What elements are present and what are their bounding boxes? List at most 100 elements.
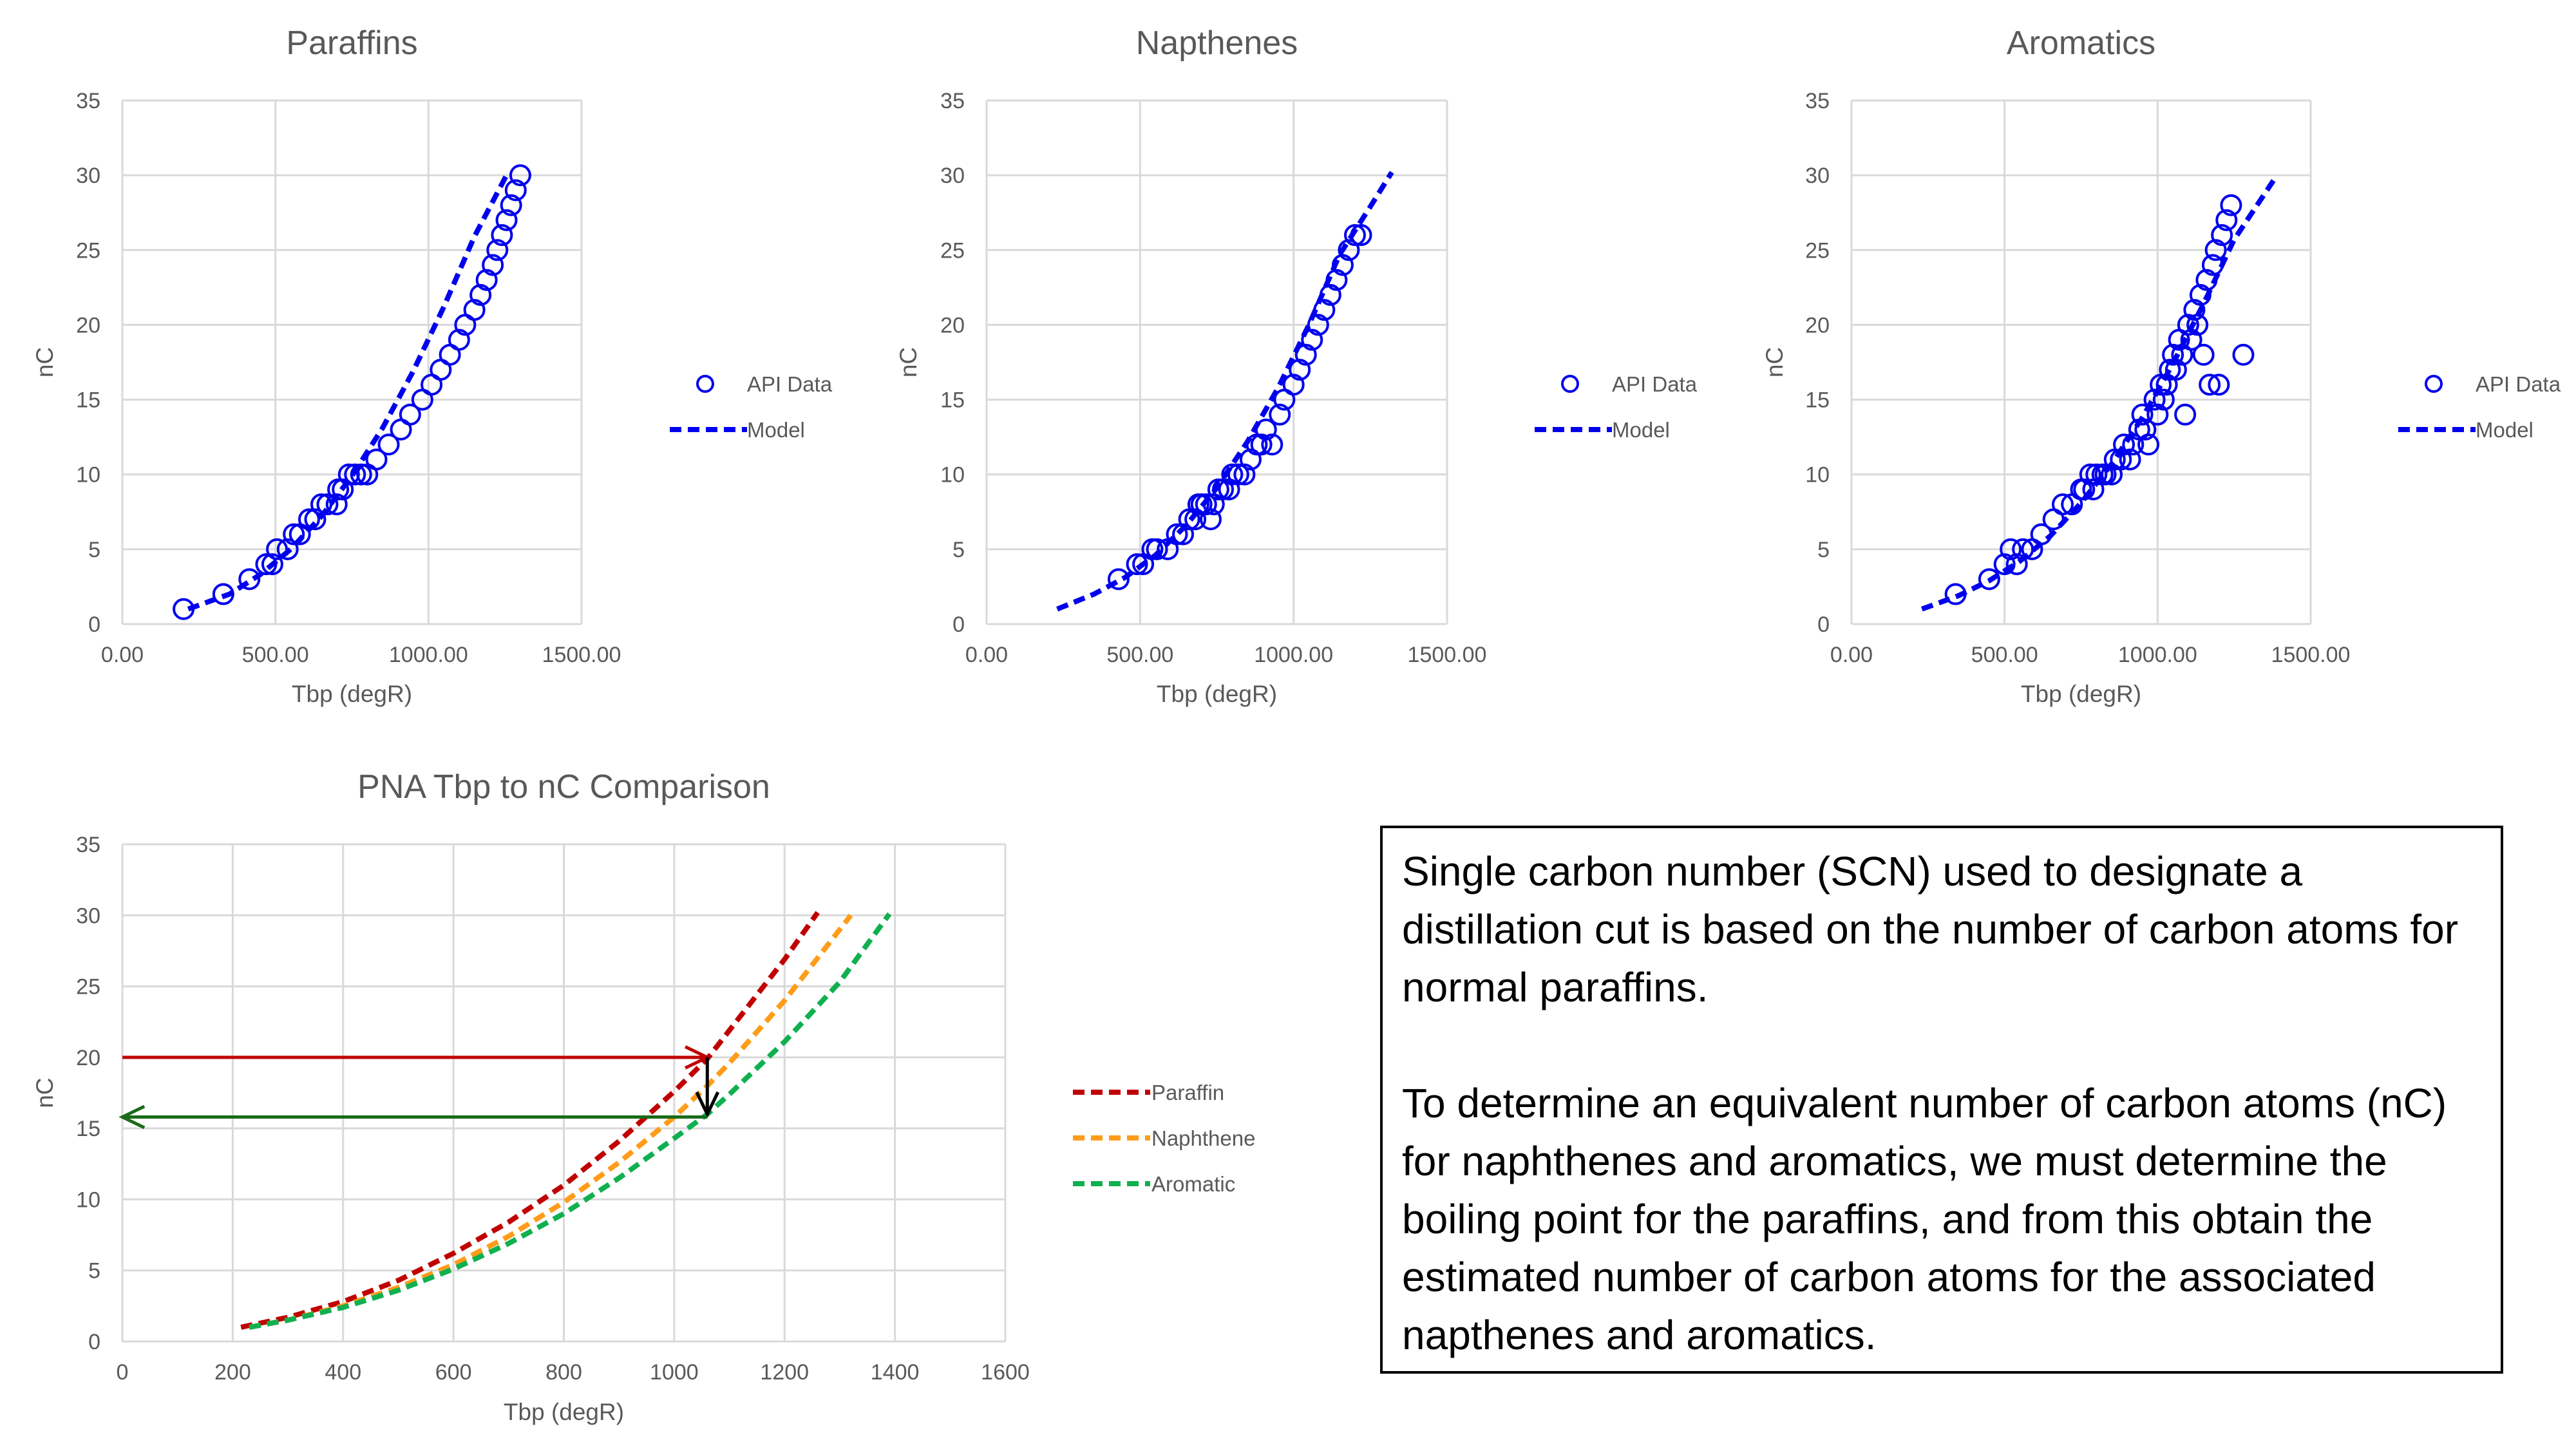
legend-swatch-api-data bbox=[2425, 375, 2443, 393]
api-data-point bbox=[2146, 403, 2169, 426]
legend-label-model: Model bbox=[1612, 418, 1670, 442]
api-data-point bbox=[2215, 209, 2238, 231]
y-axis-label: nC bbox=[32, 1077, 58, 1108]
annotation-arrow-head bbox=[118, 1104, 146, 1130]
api-data-point bbox=[399, 403, 421, 426]
api-data-point bbox=[238, 568, 261, 591]
api-data-point bbox=[2137, 433, 2160, 456]
y-tick-label: 20 bbox=[76, 313, 100, 337]
x-tick-label: 0.00 bbox=[1830, 643, 1873, 667]
y-tick-label: 30 bbox=[1805, 164, 1830, 188]
api-data-point bbox=[283, 523, 305, 545]
aromatic-model-line bbox=[249, 912, 892, 1330]
explanation-paragraph-2: To determine an equivalent number of car… bbox=[1402, 1080, 2447, 1358]
api-data-point bbox=[276, 538, 299, 560]
api-data-point bbox=[2143, 388, 2166, 411]
x-tick-label: 1000.00 bbox=[2118, 643, 2197, 667]
y-tick-label: 10 bbox=[1805, 463, 1830, 488]
y-tick-label: 0 bbox=[1817, 612, 1830, 637]
api-data-point bbox=[2159, 359, 2181, 381]
api-data-point bbox=[482, 254, 504, 276]
api-data-point bbox=[2211, 224, 2233, 247]
y-tick-label: 25 bbox=[76, 238, 100, 263]
x-tick-label: 1000.00 bbox=[389, 643, 468, 667]
paraffins-chart: 0 5 10 15 20 25 30 35 0.00 500.00 1000.00 1500.00 Pa… bbox=[32, 24, 833, 707]
y-tick-label: 15 bbox=[940, 388, 965, 413]
y-tick-label: 10 bbox=[940, 463, 965, 488]
legend-swatch-api-data bbox=[1561, 375, 1579, 393]
api-data-point bbox=[344, 463, 366, 486]
api-data-point bbox=[2000, 538, 2022, 560]
api-data-point bbox=[486, 239, 509, 261]
napthenes-chart: 0 5 10 15 20 25 30 35 0.00 500.00 1000.00 1500.00 Na… bbox=[895, 24, 1698, 707]
api-data-point bbox=[2183, 299, 2206, 321]
x-tick-label: 0 bbox=[117, 1360, 129, 1385]
explanation-textbox: Single carbon number (SCN) used to desig… bbox=[1380, 826, 2503, 1374]
api-data-point bbox=[1269, 403, 1291, 426]
x-tick-label: 500.00 bbox=[1971, 643, 2038, 667]
comparison-chart: 0 5 10 15 20 25 30 35 0 200 400 600 800 1000 1200 1400 1… bbox=[32, 768, 1255, 1425]
x-tick-label: 0.00 bbox=[101, 643, 144, 667]
x-axis-label: Tbp (degR) bbox=[2021, 681, 2141, 707]
x-tick-label: 500.00 bbox=[242, 643, 309, 667]
y-tick-label: 0 bbox=[88, 612, 100, 637]
y-axis-label: nC bbox=[1761, 347, 1788, 377]
model-line bbox=[187, 171, 511, 612]
api-data-point bbox=[377, 433, 400, 456]
api-data-point bbox=[365, 448, 388, 471]
api-data-point bbox=[2204, 239, 2227, 261]
chart-title: Paraffins bbox=[286, 24, 417, 62]
api-data-point bbox=[509, 164, 531, 187]
x-tick-label: 200 bbox=[214, 1360, 251, 1385]
api-data-point bbox=[469, 283, 492, 306]
api-data-point bbox=[1344, 224, 1366, 247]
api-data-point bbox=[1294, 343, 1317, 366]
api-data-point bbox=[2079, 463, 2101, 486]
api-data-point bbox=[2119, 448, 2141, 471]
api-data-point bbox=[475, 269, 498, 291]
api-data-point bbox=[1221, 463, 1244, 486]
api-data-point bbox=[1172, 523, 1195, 545]
x-tick-label: 1200 bbox=[760, 1360, 809, 1385]
annotation-arrow-head bbox=[695, 1091, 720, 1118]
x-axis-label: Tbp (degR) bbox=[504, 1399, 624, 1425]
x-axis-label: Tbp (degR) bbox=[292, 681, 412, 707]
api-data-point bbox=[2199, 374, 2221, 396]
api-data-point bbox=[1282, 374, 1305, 396]
x-tick-label: 1500.00 bbox=[1408, 643, 1487, 667]
api-data-point bbox=[504, 179, 527, 202]
y-tick-label: 15 bbox=[76, 1117, 100, 1141]
x-tick-label: 1500.00 bbox=[542, 643, 621, 667]
api-data-point bbox=[1195, 493, 1217, 516]
api-data-point bbox=[1233, 463, 1256, 486]
y-tick-label: 25 bbox=[940, 238, 965, 263]
api-data-point bbox=[332, 478, 354, 500]
legend-label-model: Model bbox=[747, 418, 805, 442]
x-tick-label: 1600 bbox=[981, 1360, 1030, 1385]
x-tick-label: 1000.00 bbox=[1254, 643, 1333, 667]
api-data-point bbox=[2152, 388, 2175, 411]
y-tick-label: 35 bbox=[1805, 89, 1830, 113]
x-tick-label: 0.00 bbox=[965, 643, 1008, 667]
legend-label-paraffin: Paraffin bbox=[1151, 1081, 1224, 1104]
api-data-point bbox=[261, 553, 283, 576]
api-data-point bbox=[1146, 538, 1168, 560]
x-tick-label: 1500.00 bbox=[2271, 643, 2351, 667]
y-tick-label: 25 bbox=[76, 975, 100, 999]
legend-label-api-data: API Data bbox=[747, 372, 833, 396]
api-data-point bbox=[1338, 239, 1360, 261]
legend-label-naphthene: Naphthene bbox=[1151, 1126, 1255, 1150]
y-tick-label: 5 bbox=[1817, 538, 1830, 562]
api-data-point bbox=[2005, 553, 2028, 576]
y-tick-label: 15 bbox=[1805, 388, 1830, 413]
y-tick-label: 35 bbox=[76, 833, 100, 857]
y-tick-label: 10 bbox=[76, 463, 100, 488]
x-tick-label: 600 bbox=[435, 1360, 472, 1385]
legend-label-api-data: API Data bbox=[2476, 372, 2561, 396]
y-tick-label: 35 bbox=[76, 89, 100, 113]
api-data-point bbox=[1184, 508, 1207, 531]
api-data-point bbox=[2208, 374, 2230, 396]
explanation-paragraph-1: Single carbon number (SCN) used to desig… bbox=[1402, 848, 2458, 1010]
y-tick-label: 35 bbox=[940, 89, 965, 113]
